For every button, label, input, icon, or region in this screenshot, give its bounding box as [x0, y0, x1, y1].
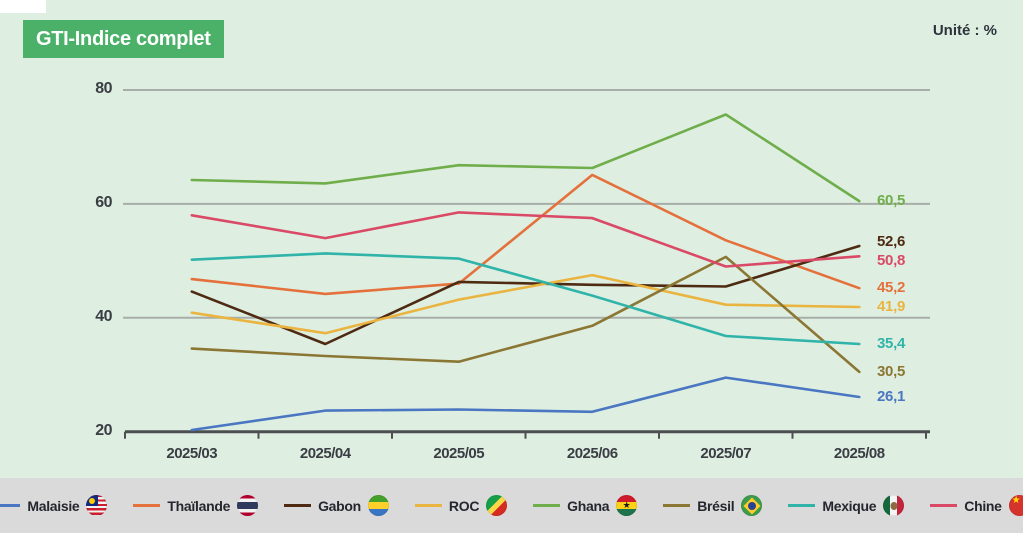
end-value-label-ROC: 41,9 [877, 298, 905, 316]
x-axis-label-2025/05: 2025/05 [433, 445, 485, 462]
legend-line-swatch [663, 504, 691, 507]
series-line-Gabon [190, 244, 861, 346]
series-line-Thaïlande [190, 173, 861, 296]
legend-item-Ghana[interactable]: Ghana [533, 495, 638, 516]
legend-label: ROC [448, 497, 480, 514]
gabon-flag-icon [367, 495, 389, 516]
mexico-flag-icon [883, 495, 905, 516]
legend-line-swatch [0, 504, 21, 507]
series-line-ROC [190, 273, 861, 335]
legend-item-Gabon[interactable]: Gabon [284, 495, 389, 516]
series-line-Brésil [190, 255, 861, 374]
legend-label: Chine [964, 497, 1002, 514]
legend-line-swatch [788, 504, 816, 507]
legend-label: Mexique [822, 497, 877, 514]
legend-line-swatch [414, 504, 442, 507]
end-value-label-Ghana: 60,5 [877, 192, 905, 210]
china-flag-icon [1008, 495, 1023, 516]
x-axis-label-2025/08: 2025/08 [833, 445, 885, 462]
end-value-label-Chine: 50,8 [877, 251, 905, 269]
unit-label: Unité : % [932, 22, 997, 39]
legend-item-Brésil[interactable]: Brésil [663, 495, 763, 516]
end-value-label-Brésil: 30,5 [877, 362, 905, 380]
ghana-flag-icon [616, 495, 638, 516]
legend-label: Ghana [567, 497, 610, 514]
end-value-label-Gabon: 52,6 [877, 232, 905, 250]
congo-flag-icon [486, 495, 508, 516]
series-line-Mexique [190, 252, 861, 346]
legend-item-Chine[interactable]: Chine [930, 495, 1023, 516]
legend-label: Thaïlande [167, 497, 231, 514]
x-axis-label-2025/04: 2025/04 [299, 445, 351, 462]
chart-legend: Malaisie Thaïlande Gabon ROC Ghana Brésil Mexi… [0, 478, 1023, 533]
legend-line-swatch [930, 504, 958, 507]
legend-line-swatch [533, 504, 561, 507]
page-title-text: GTI-Indice complet [36, 28, 211, 50]
legend-line-swatch [133, 504, 161, 507]
y-axis-label-20: 20 [95, 421, 112, 439]
corner-box [0, 0, 46, 13]
legend-item-ROC[interactable]: ROC [414, 495, 508, 516]
end-value-label-Thaïlande: 45,2 [877, 279, 905, 297]
x-axis-label-2025/06: 2025/06 [566, 445, 618, 462]
x-axis-label-2025/03: 2025/03 [166, 445, 218, 462]
legend-label: Gabon [318, 497, 361, 514]
brazil-flag-icon [741, 495, 763, 516]
malaysia-flag-icon [86, 495, 108, 516]
legend-label: Malaisie [27, 497, 80, 514]
end-value-label-Mexique: 35,4 [877, 334, 905, 352]
legend-line-swatch [284, 504, 312, 507]
legend-item-Malaisie[interactable]: Malaisie [0, 495, 108, 516]
series-line-Ghana [190, 113, 861, 203]
y-axis-label-40: 40 [95, 307, 112, 325]
y-axis-label-80: 80 [95, 80, 112, 97]
legend-item-Thaïlande[interactable]: Thaïlande [133, 495, 259, 516]
legend-label: Brésil [697, 497, 735, 514]
legend-item-Mexique[interactable]: Mexique [788, 495, 905, 516]
page-title: GTI-Indice complet [23, 20, 224, 58]
y-axis-label-60: 60 [95, 193, 112, 211]
series-line-Malaisie [190, 376, 861, 432]
thailand-flag-icon [237, 495, 259, 516]
x-axis-label-2025/07: 2025/07 [700, 445, 752, 462]
series-line-Chine [190, 211, 861, 268]
end-value-label-Malaisie: 26,1 [877, 387, 905, 405]
